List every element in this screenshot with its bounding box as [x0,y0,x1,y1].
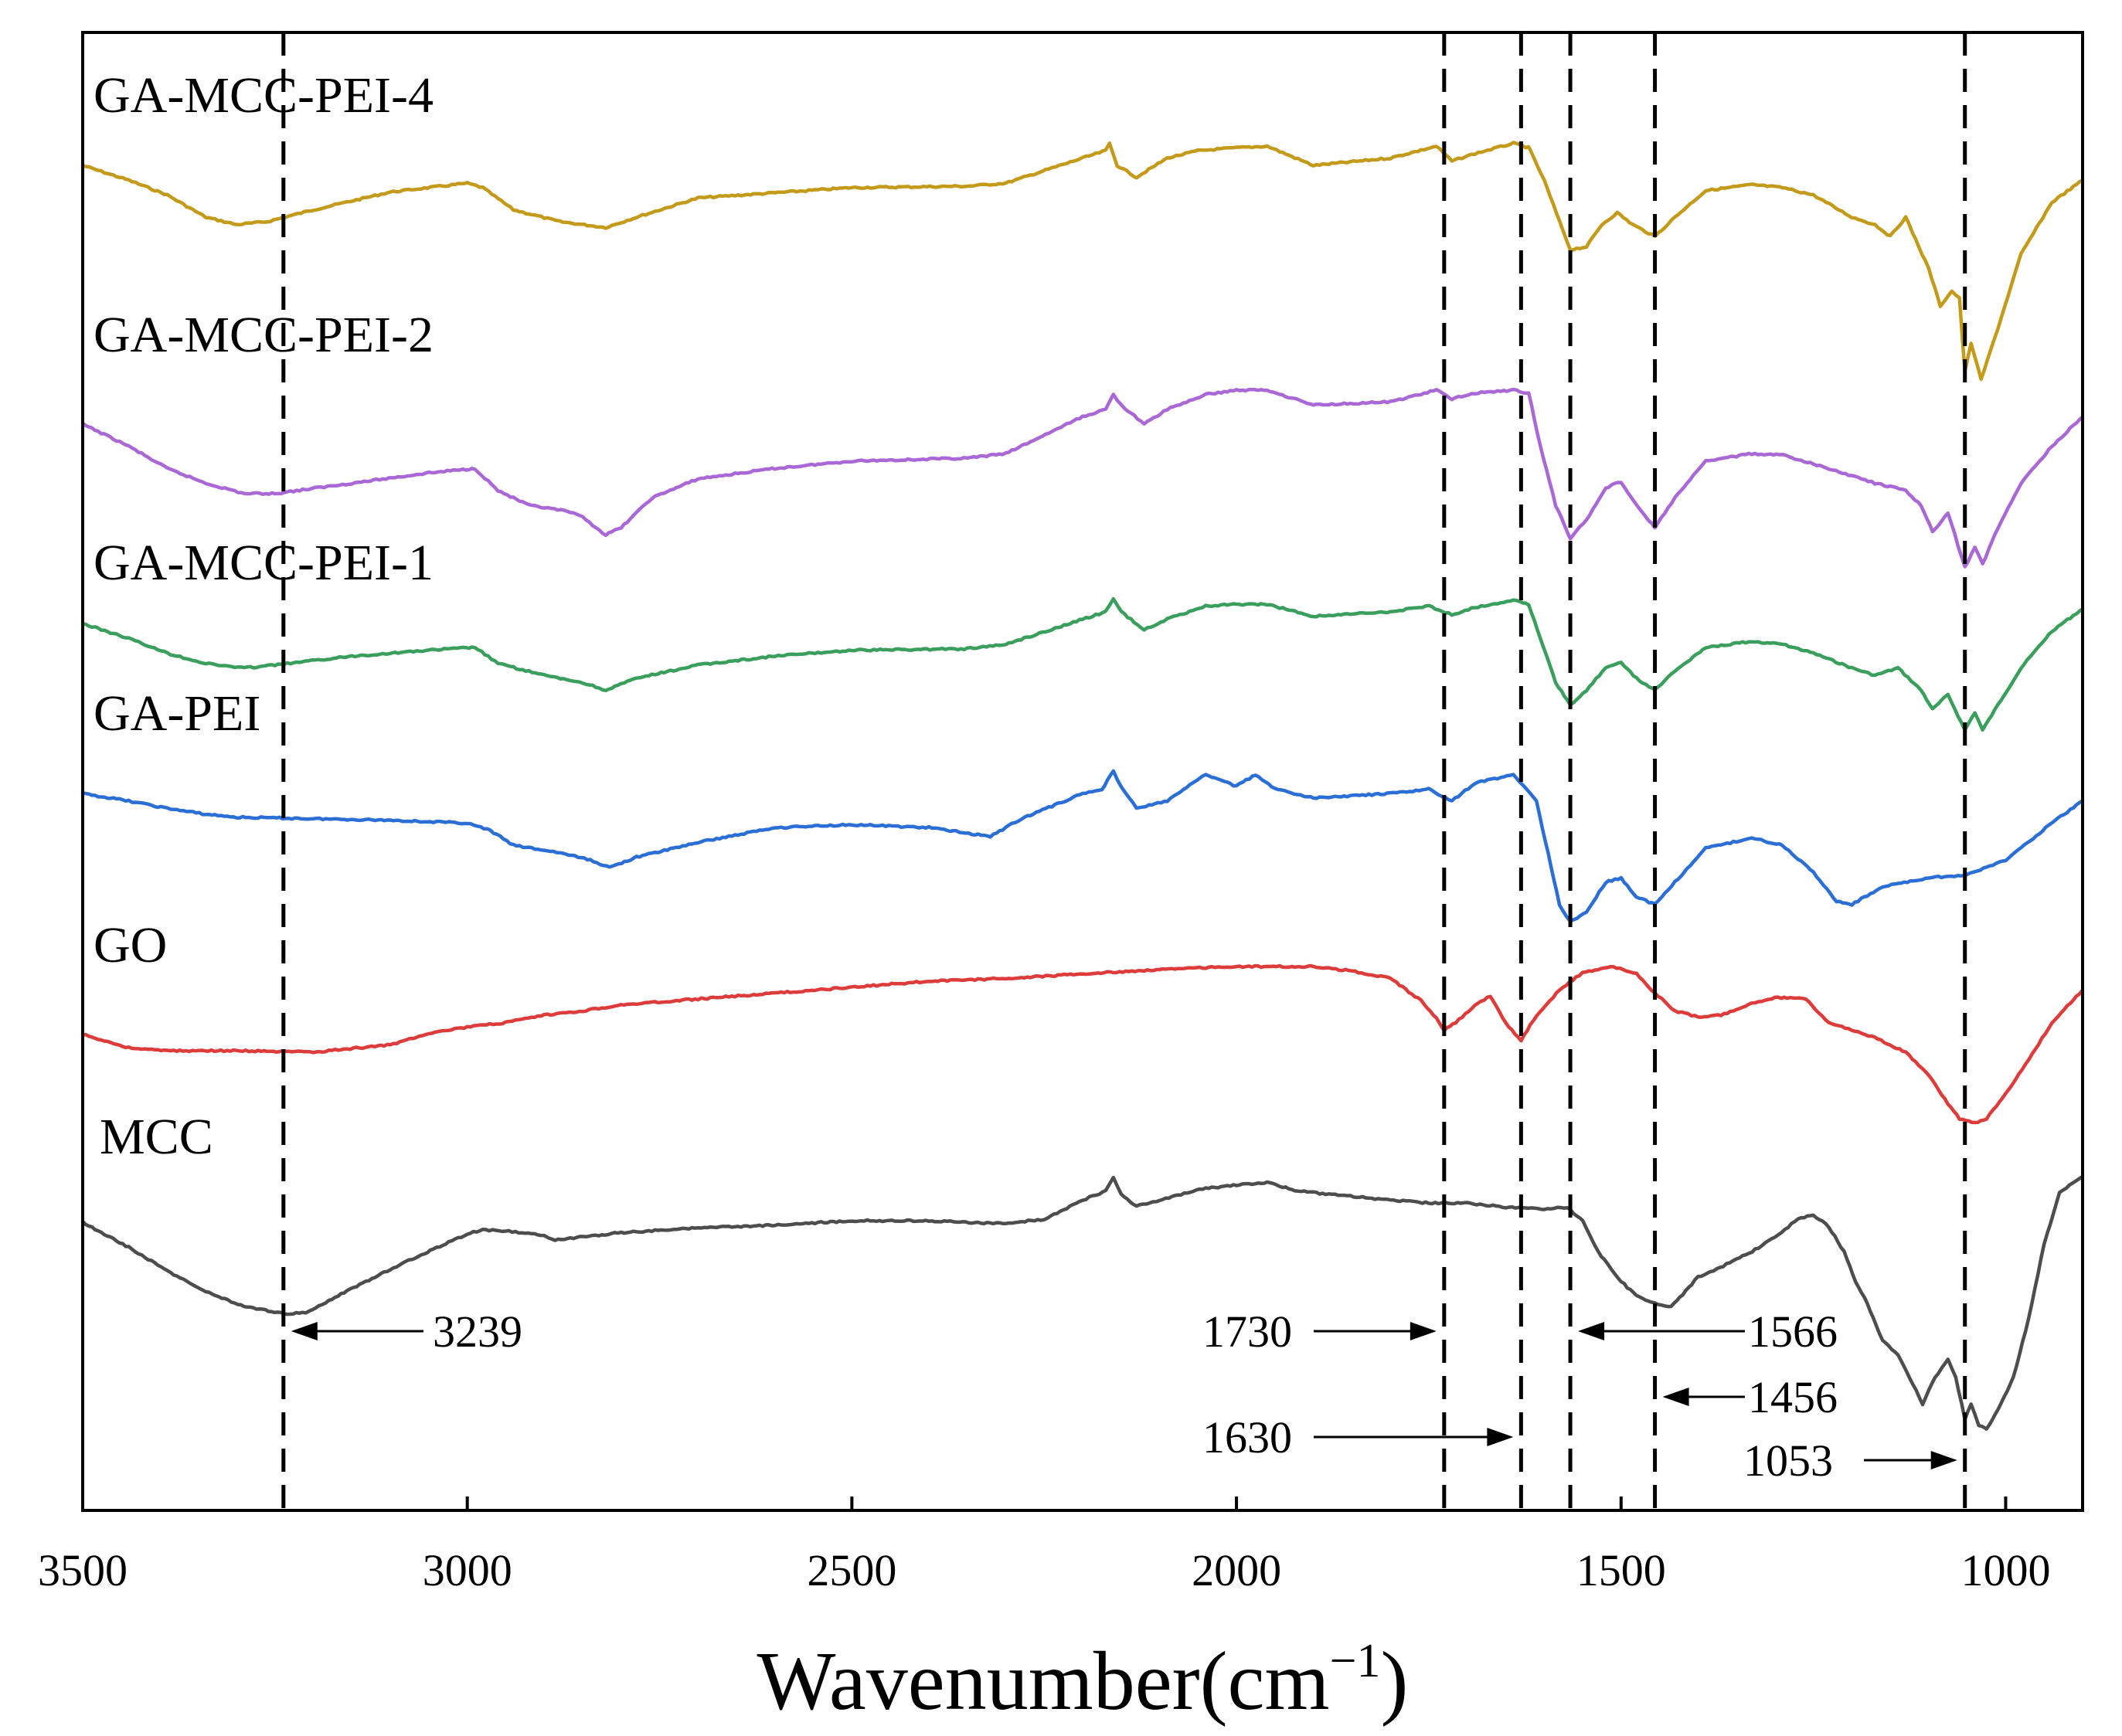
annotation-label-1566: 1566 [1748,1306,1838,1357]
x-axis-title-superscript: −1 [1330,1635,1381,1687]
series-line-ga-mcc-pei-1 [80,596,2085,732]
x-axis-title: Wavenumber(cm−1) [757,1635,1409,1728]
annotation-arrowhead-1566 [1578,1322,1605,1340]
x-tick-label-1500: 1500 [1576,1545,1666,1595]
x-axis-title-close: ) [1380,1636,1408,1728]
reference-lines [281,32,1967,1510]
series-label-go: GO [94,917,167,973]
x-axis-title-main: Wavenumber(cm [757,1636,1330,1728]
x-tick-label-2500: 2500 [807,1545,896,1595]
x-tick-label-3500: 3500 [38,1545,128,1595]
annotation-label-1053: 1053 [1743,1435,1833,1486]
annotation-arrowhead-1456 [1662,1388,1689,1406]
series-line-ga-mcc-pei-4 [80,141,2085,382]
series-line-ga-mcc-pei-2 [80,387,2085,569]
annotation-arrowhead-3239 [291,1322,318,1340]
series-line-mcc [80,1174,2085,1431]
annotation-label-1630: 1630 [1202,1412,1292,1463]
annotation-arrowhead-1730 [1410,1322,1437,1340]
series-label-mcc: MCC [100,1109,213,1165]
series-label-ga-mcc-pei-1: GA-MCC-PEI-1 [94,535,434,591]
plot-frame [81,31,2084,1512]
series-layer [80,141,2085,1431]
series-line-ga-pei [80,769,2085,923]
series-labels: GA-MCC-PEI-4 GA-MCC-PEI-2 GA-MCC-PEI-1 GA-P… [94,67,434,1165]
series-label-ga-mcc-pei-2: GA-MCC-PEI-2 [94,307,434,363]
x-axis: 3500 3000 2500 2000 1500 1000 [38,1496,2050,1595]
series-label-ga-pei: GA-PEI [94,685,260,742]
x-tick-label-3000: 3000 [423,1545,512,1595]
annotation-label-1730: 1730 [1202,1306,1292,1357]
annotation-label-1456: 1456 [1748,1372,1838,1422]
series-label-ga-mcc-pei-4: GA-MCC-PEI-4 [94,67,434,124]
x-tick-label-2000: 2000 [1192,1545,1281,1595]
annotation-arrowhead-1053 [1930,1451,1957,1469]
peak-annotations: 3239 1730 1630 1566 1456 1053 [291,1306,1957,1486]
annotation-arrowhead-1630 [1487,1428,1514,1446]
series-line-go [80,963,2085,1125]
annotation-label-3239: 3239 [433,1306,522,1357]
x-tick-label-1000: 1000 [1960,1545,2050,1595]
